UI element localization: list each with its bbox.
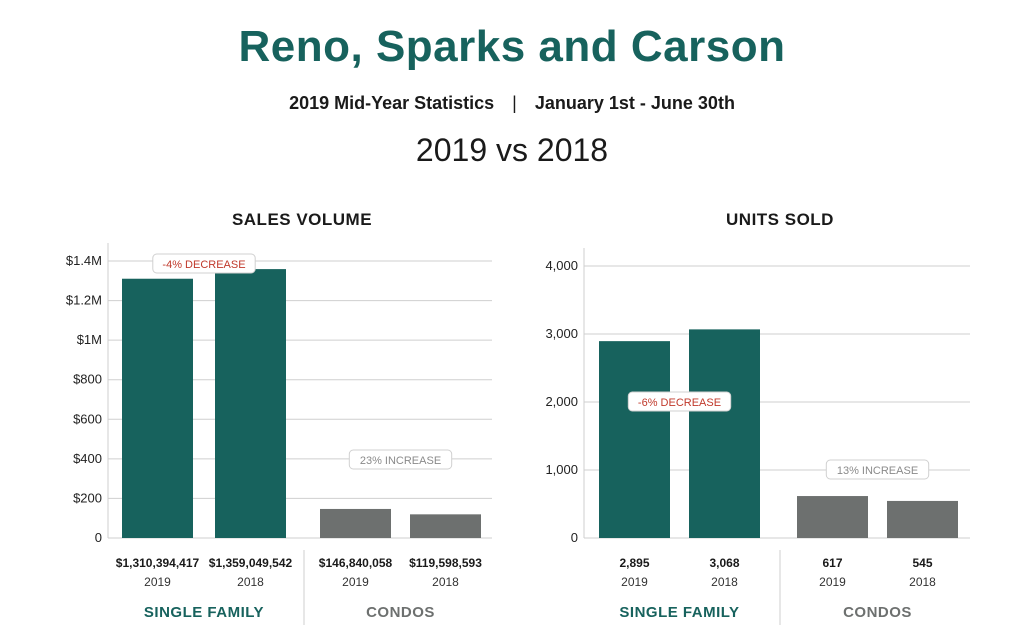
group-label: SINGLE FAMILY	[144, 604, 264, 621]
bar-value-label: 545	[912, 556, 932, 570]
subtitle-separator: |	[512, 93, 517, 113]
bar	[122, 278, 193, 538]
group-label: CONDOS	[366, 604, 435, 621]
chart-title: SALES VOLUME	[232, 210, 372, 229]
bar-year-label: 2018	[237, 575, 264, 589]
subtitle-date-range: January 1st - June 30th	[534, 93, 735, 113]
y-tick-label: 3,000	[545, 326, 578, 341]
group-label: SINGLE FAMILY	[619, 604, 739, 621]
bar	[410, 514, 481, 538]
bar	[887, 500, 958, 538]
bar-year-label: 2018	[432, 575, 459, 589]
bar-year-label: 2019	[342, 575, 369, 589]
y-tick-label: $600	[73, 411, 102, 426]
bar-year-label: 2019	[144, 575, 171, 589]
subtitle-period-label: 2019 Mid-Year Statistics	[289, 93, 495, 113]
bar	[689, 329, 760, 538]
annotation-text: -4% DECREASE	[162, 259, 245, 271]
y-tick-label: $1M	[77, 332, 102, 347]
bar-value-label: 3,068	[709, 556, 739, 570]
comparison-heading: 2019 vs 2018	[415, 132, 609, 168]
page-subtitle: 2019 Mid-Year Statistics | January 1st - J…	[0, 93, 1024, 114]
annotation-badge	[627, 391, 732, 412]
bar-year-label: 2019	[819, 575, 846, 589]
annotation-badge	[348, 449, 453, 470]
y-tick-label: 4,000	[545, 258, 578, 273]
group-label: CONDOS	[843, 604, 912, 621]
y-tick-label: $400	[73, 451, 102, 466]
y-tick-label: 2,000	[545, 394, 578, 409]
bar	[215, 269, 286, 538]
chart-title: UNITS SOLD	[726, 210, 834, 229]
y-tick-label: $1.2M	[66, 293, 102, 308]
y-tick-label: $800	[73, 372, 102, 387]
annotation-badge	[152, 253, 256, 274]
bar	[797, 496, 868, 538]
y-tick-label: 0	[95, 530, 102, 545]
bar-year-label: 2018	[909, 575, 936, 589]
bar-value-label: $146,840,058	[319, 556, 393, 570]
y-tick-label: 1,000	[545, 462, 578, 477]
bar-year-label: 2018	[711, 575, 738, 589]
page-title: Reno, Sparks and Carson	[238, 22, 786, 71]
bar	[320, 508, 391, 538]
annotation-text: 23% INCREASE	[360, 455, 441, 467]
bar	[599, 341, 670, 538]
annotation-badge	[825, 459, 930, 480]
bar-value-label: $119,598,593	[409, 556, 482, 570]
annotation-text: 13% INCREASE	[837, 465, 918, 477]
bar-value-label: 2,895	[619, 556, 649, 570]
bar-value-label: $1,310,394,417	[116, 556, 200, 570]
bar-value-label: $1,359,049,542	[209, 556, 293, 570]
bar-year-label: 2019	[621, 575, 648, 589]
y-tick-label: $1.4M	[66, 253, 102, 268]
bar-value-label: 617	[822, 556, 842, 570]
y-tick-label: $200	[73, 490, 102, 505]
y-tick-label: 0	[571, 530, 578, 545]
annotation-text: -6% DECREASE	[638, 397, 721, 409]
